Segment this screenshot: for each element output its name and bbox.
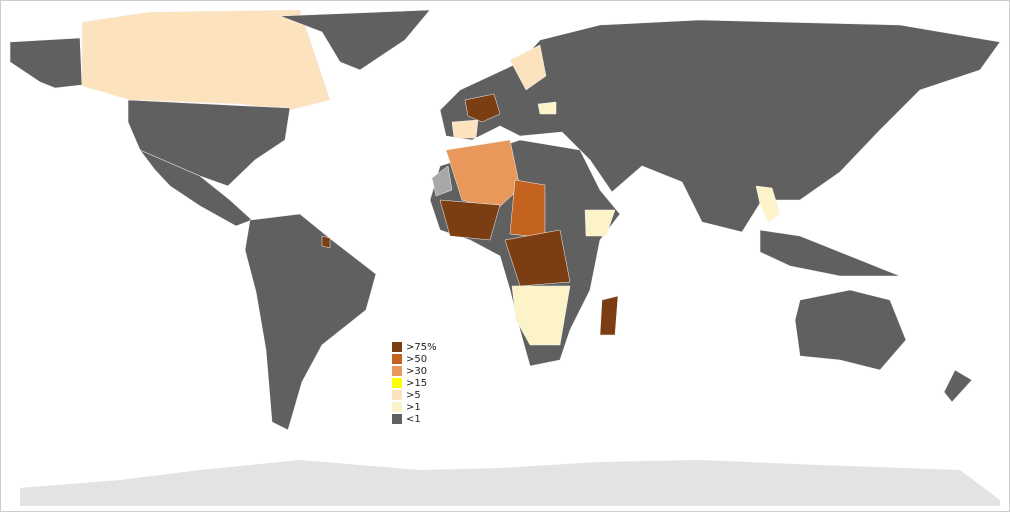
west-africa	[439, 199, 501, 241]
antarctica	[20, 460, 1000, 506]
spain	[451, 119, 479, 139]
legend-label: >50	[406, 354, 427, 365]
madagascar	[599, 295, 619, 336]
legend-label: >15	[406, 378, 427, 389]
legend-label: >30	[406, 366, 427, 377]
western-sahara	[431, 165, 453, 197]
legend-label: >5	[406, 390, 421, 401]
indonesia	[759, 229, 901, 277]
legend-label: <1	[406, 414, 421, 425]
legend-swatch	[392, 414, 402, 424]
chad	[509, 179, 546, 239]
eurasia	[439, 19, 1001, 233]
central-africa	[504, 229, 571, 287]
romania	[537, 101, 557, 115]
legend-label: >1	[406, 402, 421, 413]
greenland	[279, 9, 431, 71]
new-zealand	[943, 369, 973, 403]
scandinavia	[509, 44, 547, 91]
legend-swatch	[392, 390, 402, 400]
legend-swatch	[392, 402, 402, 412]
southern-africa	[511, 285, 571, 346]
south-america	[244, 213, 377, 431]
france	[464, 93, 501, 123]
north-africa	[445, 139, 521, 211]
australia	[794, 289, 907, 371]
indochina	[755, 185, 781, 223]
legend-swatch	[392, 354, 402, 364]
alaska	[9, 37, 83, 89]
central-america	[139, 149, 253, 227]
legend-swatch	[392, 378, 402, 388]
canada	[81, 9, 331, 111]
french-guiana	[321, 235, 331, 249]
ethiopia	[584, 209, 616, 237]
legend-swatch	[392, 342, 402, 352]
legend-swatch	[392, 366, 402, 376]
legend-label: >75%	[406, 342, 437, 353]
